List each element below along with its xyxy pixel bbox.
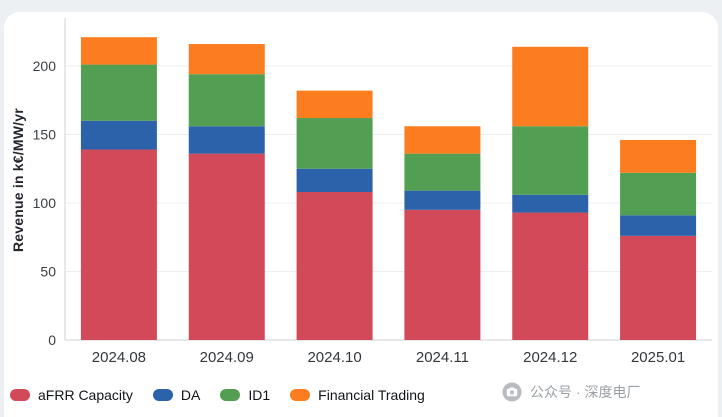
legend-swatch (10, 389, 30, 401)
legend-label: DA (180, 387, 201, 403)
bar-segment-afrr-capacity[interactable] (512, 212, 589, 340)
y-tick-label: 0 (48, 332, 56, 348)
legend-label: aFRR Capacity (38, 387, 133, 403)
x-tick-label: 2024.12 (523, 349, 577, 366)
bar-segment-id1[interactable] (620, 172, 697, 216)
bar-segment-da[interactable] (404, 190, 481, 210)
legend-item-da[interactable]: DA (152, 387, 201, 403)
bar-segment-da[interactable] (620, 215, 697, 236)
legend-item-afrr-capacity[interactable]: aFRR Capacity (10, 387, 133, 403)
x-tick-label: 2024.11 (416, 349, 469, 366)
bar-segment-da[interactable] (80, 120, 157, 150)
bar-segment-afrr-capacity[interactable] (296, 192, 373, 340)
chart-legend: aFRR Capacity DA ID1 Financial Trading (10, 383, 425, 407)
bar-segment-financial-trading[interactable] (80, 37, 157, 65)
legend-item-financial-trading[interactable]: Financial Trading (290, 387, 425, 403)
legend-label: Financial Trading (318, 387, 425, 403)
bar-segment-id1[interactable] (80, 64, 157, 121)
bar-segment-afrr-capacity[interactable] (404, 209, 481, 340)
y-tick-label: 50 (40, 263, 56, 279)
bar-segment-financial-trading[interactable] (188, 44, 265, 75)
bar-segment-financial-trading[interactable] (620, 139, 697, 173)
y-tick-label: 200 (33, 58, 57, 74)
bar-segment-id1[interactable] (512, 126, 589, 195)
bar-segment-da[interactable] (188, 126, 265, 154)
bar-segment-financial-trading[interactable] (404, 126, 481, 154)
bar-segment-id1[interactable] (296, 118, 373, 169)
bar-segment-da[interactable] (512, 194, 589, 213)
y-tick-label: 100 (33, 195, 57, 211)
x-tick-label: 2024.10 (307, 349, 361, 366)
y-tick-label: 150 (33, 126, 57, 142)
x-tick-label: 2024.09 (200, 349, 254, 366)
legend-swatch (220, 389, 241, 401)
bar-segment-afrr-capacity[interactable] (80, 149, 157, 340)
legend-swatch (152, 389, 173, 401)
bar-segment-financial-trading[interactable] (296, 90, 373, 119)
stacked-bar-chart: 0 50 100 150 200 2024.08 2024.09 2024.10 2024.11… (33, 18, 712, 366)
legend-label: ID1 (248, 387, 271, 403)
x-tick-label: 2024.08 (92, 349, 146, 366)
bar-segment-da[interactable] (296, 168, 373, 193)
bar-segment-afrr-capacity[interactable] (620, 235, 697, 340)
watermark: 公众号 · 深度电厂 (502, 381, 640, 403)
legend-item-id1[interactable]: ID1 (220, 387, 270, 403)
bar-segment-financial-trading[interactable] (512, 46, 589, 127)
legend-swatch (290, 389, 311, 401)
bar-segment-afrr-capacity[interactable] (188, 153, 265, 340)
bar-segment-id1[interactable] (404, 153, 481, 191)
watermark-text: 公众号 · 深度电厂 (530, 384, 641, 400)
camera-logo-icon (502, 382, 522, 402)
x-tick-label: 2025.01 (631, 349, 685, 366)
bar-segment-id1[interactable] (188, 74, 265, 127)
